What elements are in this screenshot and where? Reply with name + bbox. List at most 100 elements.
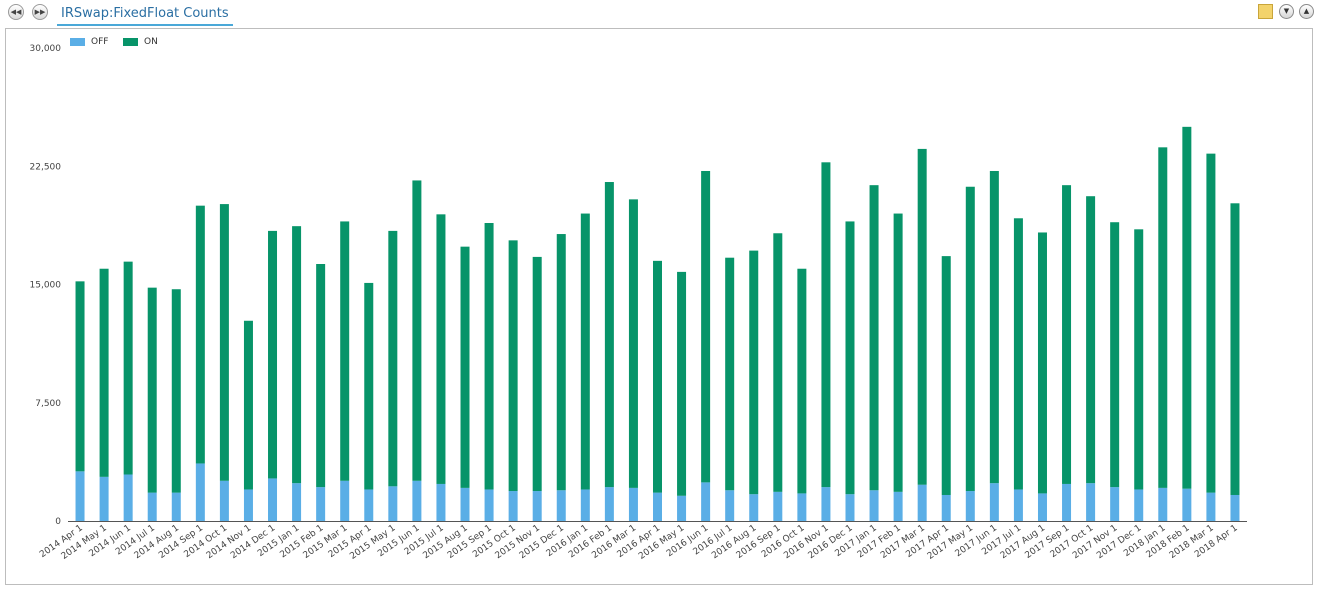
legend-item-off[interactable]: OFF xyxy=(70,36,108,48)
bar-off xyxy=(532,491,542,521)
bar-off xyxy=(388,486,398,521)
bar-on xyxy=(195,205,205,464)
fast-forward-icon[interactable]: ▶▶ xyxy=(32,4,48,20)
bar-off xyxy=(869,490,879,521)
bar-on xyxy=(123,261,133,475)
bar-off xyxy=(941,494,951,521)
bar-on xyxy=(556,234,566,491)
bar-off xyxy=(436,483,446,521)
bar-off xyxy=(292,483,302,521)
bar-off xyxy=(580,489,590,521)
bar-off xyxy=(677,495,687,521)
bar-off xyxy=(604,487,614,521)
bar-on xyxy=(75,281,85,472)
bar-off xyxy=(268,478,278,521)
bar-on xyxy=(677,271,687,496)
bar-on xyxy=(147,287,157,493)
bar-on xyxy=(941,256,951,495)
bar-off xyxy=(460,487,470,521)
bar-off xyxy=(1158,487,1168,521)
bar-off xyxy=(965,491,975,521)
tab-irswap-fixedfloat-counts[interactable]: IRSwap:FixedFloat Counts xyxy=(57,2,233,26)
bar-off xyxy=(484,489,494,521)
bar-on xyxy=(1013,218,1023,490)
bar-on xyxy=(845,221,855,495)
bar-off xyxy=(1062,483,1072,521)
bar-off xyxy=(821,487,831,521)
bar-on xyxy=(340,221,350,481)
bar-off xyxy=(1230,494,1240,521)
bar-off xyxy=(893,491,903,521)
rewind-icon[interactable]: ◀◀ xyxy=(8,4,24,20)
legend-label-on: ON xyxy=(144,37,158,47)
expand-up-icon[interactable]: ▲ xyxy=(1299,4,1314,19)
bar-off xyxy=(364,489,374,521)
bar-off xyxy=(989,483,999,521)
bar-on xyxy=(797,268,807,494)
bar-off xyxy=(195,463,205,521)
bar-on xyxy=(1134,229,1144,490)
legend-swatch-off xyxy=(70,38,85,46)
bar-off xyxy=(99,476,109,521)
bar-on xyxy=(316,264,326,488)
bar-on xyxy=(1037,232,1047,494)
bar-off xyxy=(412,480,422,521)
bar-on xyxy=(749,250,759,495)
bar-on xyxy=(701,170,711,483)
bar-off xyxy=(243,489,253,521)
bar-on xyxy=(532,256,542,492)
bar-off xyxy=(845,494,855,521)
toolbar: ◀◀ ▶▶ IRSwap:FixedFloat Counts ▼ ▲ xyxy=(0,0,1322,28)
bar-on xyxy=(604,182,614,488)
bar-on xyxy=(364,282,374,490)
collapse-down-icon[interactable]: ▼ xyxy=(1279,4,1294,19)
tab-label: IRSwap:FixedFloat Counts xyxy=(61,6,229,21)
bar-on xyxy=(989,170,999,484)
legend-label-off: OFF xyxy=(91,37,109,47)
bar-off xyxy=(1206,492,1216,521)
bar-on xyxy=(1182,126,1192,489)
bar-on xyxy=(965,186,975,492)
bar-on xyxy=(917,148,927,485)
bar-on xyxy=(1158,147,1168,488)
bar-off xyxy=(340,480,350,521)
bar-off xyxy=(797,493,807,521)
bar-on xyxy=(219,204,229,481)
bar-off xyxy=(725,490,735,521)
bar-off xyxy=(1182,488,1192,521)
y-tick-label: 15,000 xyxy=(30,281,62,291)
bar-on xyxy=(869,185,879,491)
bar-on xyxy=(893,213,903,492)
bar-off xyxy=(1037,493,1047,521)
bar-on xyxy=(412,180,422,481)
bar-on xyxy=(508,240,518,492)
legend-swatch-on xyxy=(123,38,138,46)
bar-on xyxy=(821,162,831,488)
bar-off xyxy=(123,474,133,521)
note-icon[interactable] xyxy=(1258,4,1273,19)
bar-off xyxy=(1110,487,1120,521)
bar-off xyxy=(749,494,759,521)
bar-on xyxy=(725,257,735,491)
bar-on xyxy=(292,226,302,484)
bar-on xyxy=(1062,185,1072,484)
legend-item-on[interactable]: ON xyxy=(123,36,158,48)
bar-on xyxy=(484,223,494,490)
bar-off xyxy=(219,480,229,521)
y-tick-label: 7,500 xyxy=(35,399,61,409)
bar-on xyxy=(653,260,662,493)
y-tick-label: 22,500 xyxy=(30,162,62,172)
bar-on xyxy=(243,320,253,490)
bar-off xyxy=(316,487,326,521)
bar-on xyxy=(460,246,470,488)
bar-off xyxy=(75,471,85,521)
bar-on xyxy=(99,268,109,477)
y-tick-label: 0 xyxy=(55,517,61,527)
bar-off xyxy=(508,491,518,521)
bar-on xyxy=(1206,153,1216,493)
bar-off xyxy=(773,491,783,521)
bar-off xyxy=(556,490,566,521)
bar-off xyxy=(917,484,927,521)
bar-off xyxy=(1086,483,1096,521)
